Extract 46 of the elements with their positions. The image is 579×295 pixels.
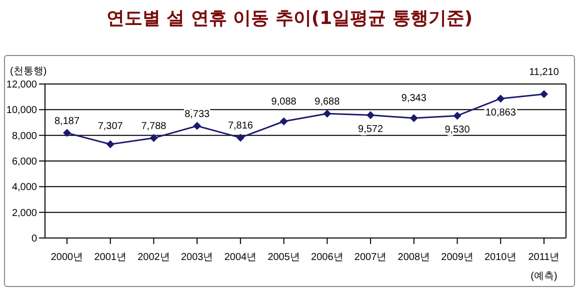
point <box>236 134 244 142</box>
point <box>540 90 548 98</box>
x-tick-label: 2004년 <box>224 252 257 263</box>
x-tick-label: 2005년 <box>268 252 300 263</box>
y-tick-label: 0 <box>31 234 38 245</box>
point <box>366 111 375 120</box>
point <box>150 134 158 142</box>
y-tick-label: 4,000 <box>12 182 38 194</box>
data-label: 10,863 <box>485 108 516 119</box>
point <box>323 110 332 118</box>
y-tick-label: 12,000 <box>6 80 38 91</box>
data-label: 9,688 <box>314 96 340 108</box>
x-tick-label: 2000년 <box>50 252 84 263</box>
y-tick-label: 2,000 <box>12 208 38 219</box>
point <box>106 140 114 148</box>
point <box>63 128 71 137</box>
point <box>280 117 288 126</box>
x-tick-label: 2006년 <box>311 252 344 263</box>
x-tick-label: 2002년 <box>138 252 170 263</box>
x-tick-label: 2001년 <box>94 252 126 263</box>
point <box>410 114 418 122</box>
data-label: 9,088 <box>271 96 297 108</box>
data-label: 11,210 <box>529 67 560 78</box>
data-label: 8,187 <box>54 116 80 127</box>
y-axis-title: (천통행) <box>10 65 47 78</box>
text: (예측) <box>530 271 558 282</box>
x-tick-label: 2008년 <box>398 252 430 263</box>
y-tick-label: 10,000 <box>6 105 38 116</box>
data-label: 7,816 <box>228 120 254 132</box>
data-label: 9,530 <box>444 124 470 136</box>
point <box>453 112 462 120</box>
x-tick-label: 2011년 <box>528 252 560 263</box>
x-tick-label: 2003년 <box>180 252 214 263</box>
point <box>496 94 505 103</box>
point <box>193 122 202 130</box>
data-label: 9,572 <box>358 124 384 136</box>
chart-title: 연도별 설 연휴 이동 추이(1일평균 통행기준) <box>105 7 474 30</box>
data-label: 7,788 <box>141 121 167 132</box>
y-tick-label: 8,000 <box>12 130 38 142</box>
data-label: 9,343 <box>401 93 427 104</box>
x-tick-label: 2010년 <box>484 252 517 263</box>
x-tick-label: 2009년 <box>441 252 474 263</box>
data-label: 7,307 <box>98 121 124 132</box>
y-tick-label: 6,000 <box>12 156 38 168</box>
data-label: 8,733 <box>184 108 210 120</box>
x-tick-label: 2007년 <box>354 252 387 263</box>
